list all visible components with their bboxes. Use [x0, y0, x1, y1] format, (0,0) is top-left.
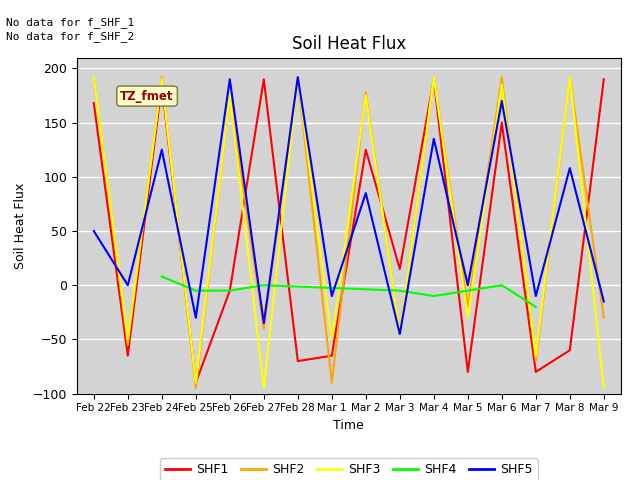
Title: Soil Heat Flux: Soil Heat Flux — [292, 35, 406, 53]
Text: No data for f_SHF_2: No data for f_SHF_2 — [6, 31, 134, 42]
Y-axis label: Soil Heat Flux: Soil Heat Flux — [14, 182, 27, 269]
Text: No data for f_SHF_1: No data for f_SHF_1 — [6, 17, 134, 28]
X-axis label: Time: Time — [333, 419, 364, 432]
Legend: SHF1, SHF2, SHF3, SHF4, SHF5: SHF1, SHF2, SHF3, SHF4, SHF5 — [159, 458, 538, 480]
Text: TZ_fmet: TZ_fmet — [120, 90, 174, 103]
